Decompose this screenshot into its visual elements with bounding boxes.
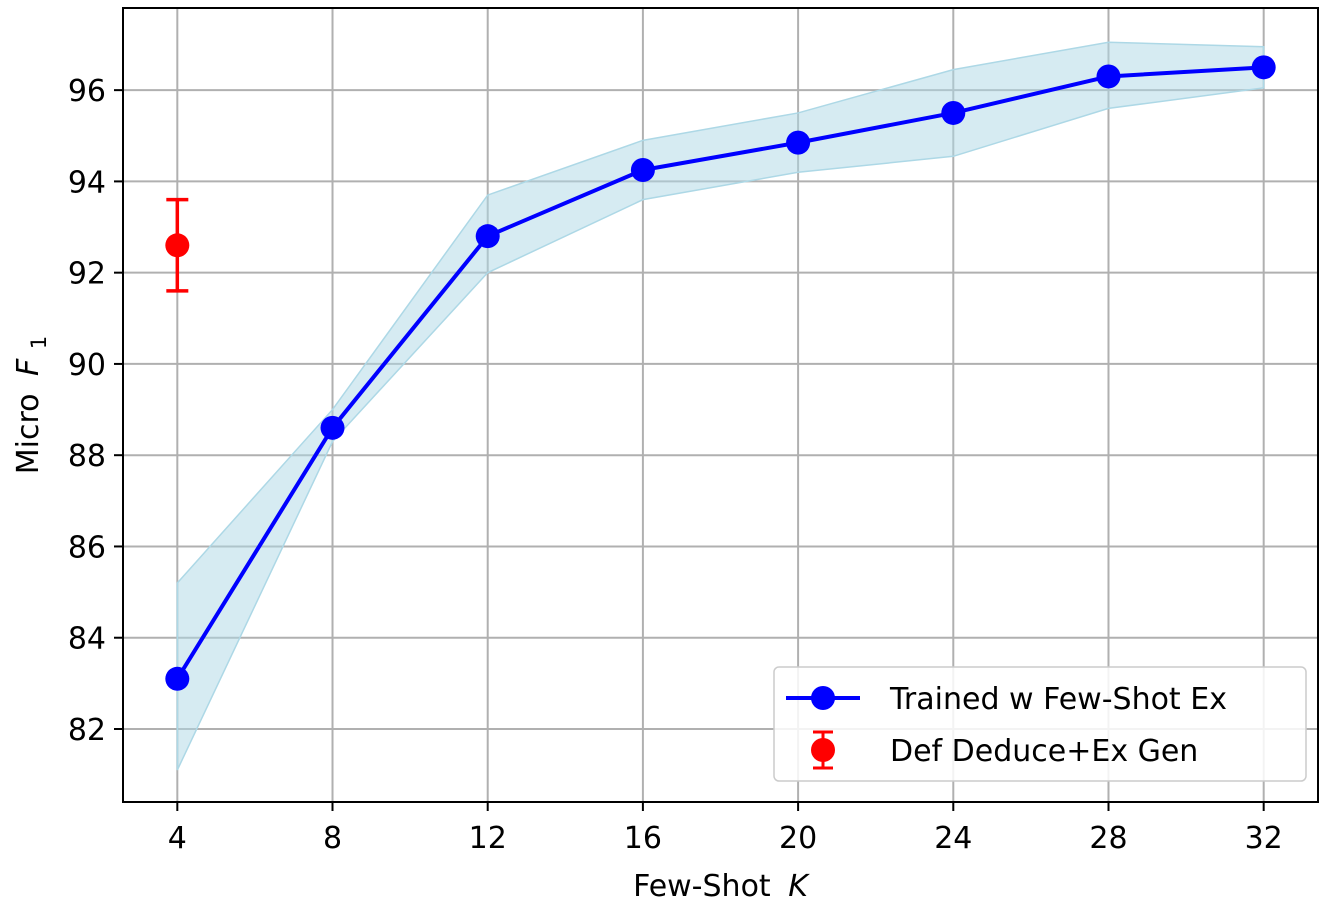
x-tick-label: 4 [168,821,187,856]
data-point-trained [165,666,190,691]
y-tick-label: 96 [68,74,106,109]
data-point-trained [786,130,811,155]
y-tick-label: 92 [68,257,106,292]
x-tick-label: 28 [1089,821,1127,856]
x-axis-title-text: Few-Shot [633,869,771,904]
data-point-trained [630,157,655,182]
data-point-def-deduce [165,233,190,258]
data-point-trained [941,100,966,125]
x-tick-label: 8 [323,821,342,856]
series-layer [165,55,1276,691]
data-point-trained [320,415,345,440]
x-axis-title: Few-Shot K [633,869,810,904]
plot-frame [122,7,1319,803]
legend-marker-trained [811,686,835,710]
x-tick-label: 32 [1245,821,1283,856]
y-axis-title: Micro F 1 [11,336,51,474]
series-line-trained [175,65,1264,680]
x-tick-label: 24 [934,821,972,856]
legend-marker-def-deduce [811,738,835,762]
legend-box [773,666,1307,782]
data-point-trained [475,224,500,249]
confidence-band [176,41,1265,771]
data-point-trained [1096,64,1121,89]
data-point-trained [1251,55,1276,80]
x-tick-label: 20 [779,821,817,856]
x-axis-title-variable: K [788,869,810,904]
y-tick-label: 94 [68,165,106,200]
y-tick-label: 86 [68,530,106,565]
y-axis-title-variable: F [11,358,46,376]
y-tick-label: 88 [68,439,106,474]
y-tick-label: 90 [68,348,106,383]
legend-label-trained: Trained w Few-Shot Ex [889,682,1227,717]
confidence-band-layer [176,41,1265,771]
y-tick-label: 84 [68,622,106,657]
ticks: 4 8 12 16 20 24 28 32 82 84 86 88 90 92 94 96 [68,74,1283,856]
legend: Trained w Few-Shot Ex Def Deduce+Ex Gen [773,666,1307,782]
y-tick-label: 82 [68,713,106,748]
x-tick-label: 16 [624,821,662,856]
legend-label-def-deduce: Def Deduce+Ex Gen [890,734,1198,769]
y-axis-title-subscript: 1 [27,336,51,349]
x-tick-label: 12 [469,821,507,856]
y-axis-title-text: Micro [11,393,46,474]
